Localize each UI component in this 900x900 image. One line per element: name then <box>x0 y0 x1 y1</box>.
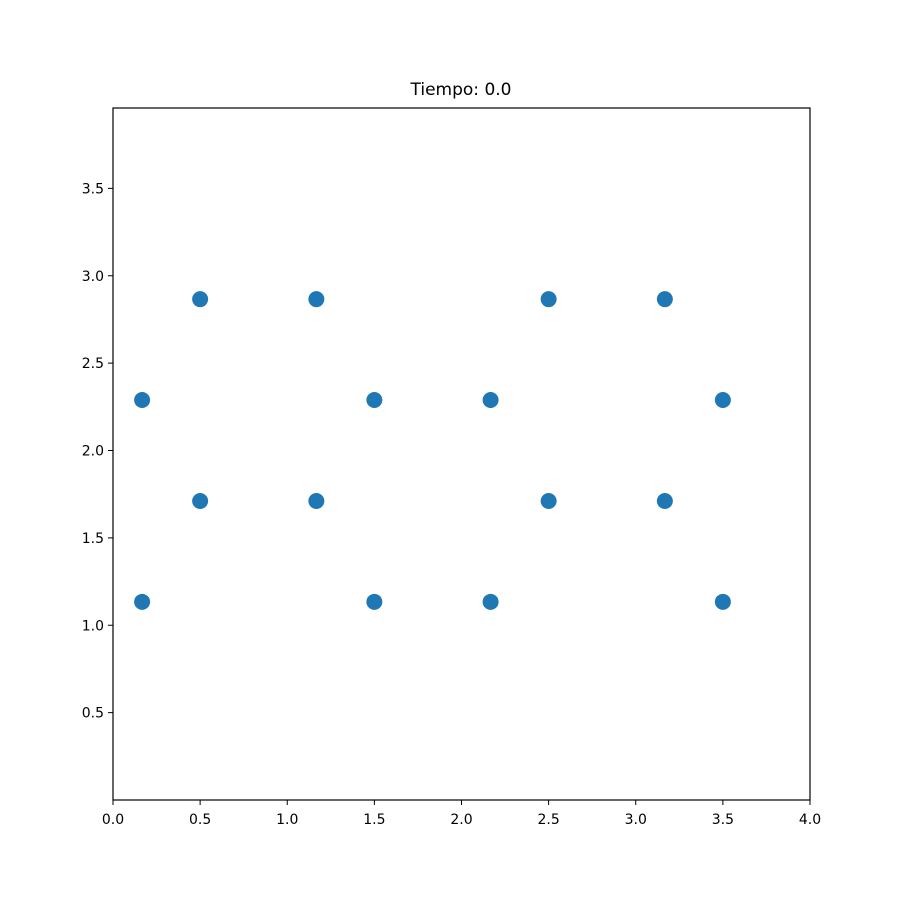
x-tick-label: 1.5 <box>363 812 385 828</box>
x-tick-label: 1.0 <box>276 812 298 828</box>
y-axis: 0.5 1.0 1.5 2.0 2.5 3.0 3.5 <box>82 181 113 722</box>
y-tick-label: 1.5 <box>82 531 104 547</box>
x-axis: 0.0 0.5 1.0 1.5 2.0 2.5 3.0 3.5 4.0 <box>102 800 821 828</box>
data-point <box>540 291 557 308</box>
x-tick-label: 0.5 <box>189 812 211 828</box>
data-point <box>192 291 209 308</box>
data-point <box>656 291 673 308</box>
data-point <box>308 493 325 510</box>
x-tick-label: 3.0 <box>625 812 647 828</box>
data-point <box>134 392 151 408</box>
chart-title: Tiempo: 0.0 <box>410 80 512 100</box>
plot-area-frame <box>112 107 811 801</box>
x-tick-label: 0.0 <box>102 812 124 828</box>
data-point <box>482 392 499 408</box>
data-point <box>366 392 383 408</box>
data-point <box>134 593 151 610</box>
data-point <box>714 392 731 408</box>
y-tick-label: 1.0 <box>82 618 104 634</box>
x-tick-label: 2.0 <box>450 812 472 828</box>
y-tick-label: 3.5 <box>82 181 104 197</box>
data-point <box>308 291 325 308</box>
data-point <box>540 493 557 510</box>
y-tick-label: 3.0 <box>82 269 104 285</box>
data-point <box>192 493 209 510</box>
y-tick-label: 2.0 <box>82 444 104 460</box>
x-tick-label: 2.5 <box>537 812 559 828</box>
data-point <box>656 493 673 510</box>
data-points <box>134 291 731 610</box>
y-tick-label: 0.5 <box>82 706 104 722</box>
data-point <box>714 593 731 610</box>
y-tick-label: 2.5 <box>82 356 104 372</box>
x-tick-label: 3.5 <box>712 812 734 828</box>
data-point <box>482 593 499 610</box>
data-point <box>366 593 383 610</box>
x-tick-label: 4.0 <box>799 812 821 828</box>
